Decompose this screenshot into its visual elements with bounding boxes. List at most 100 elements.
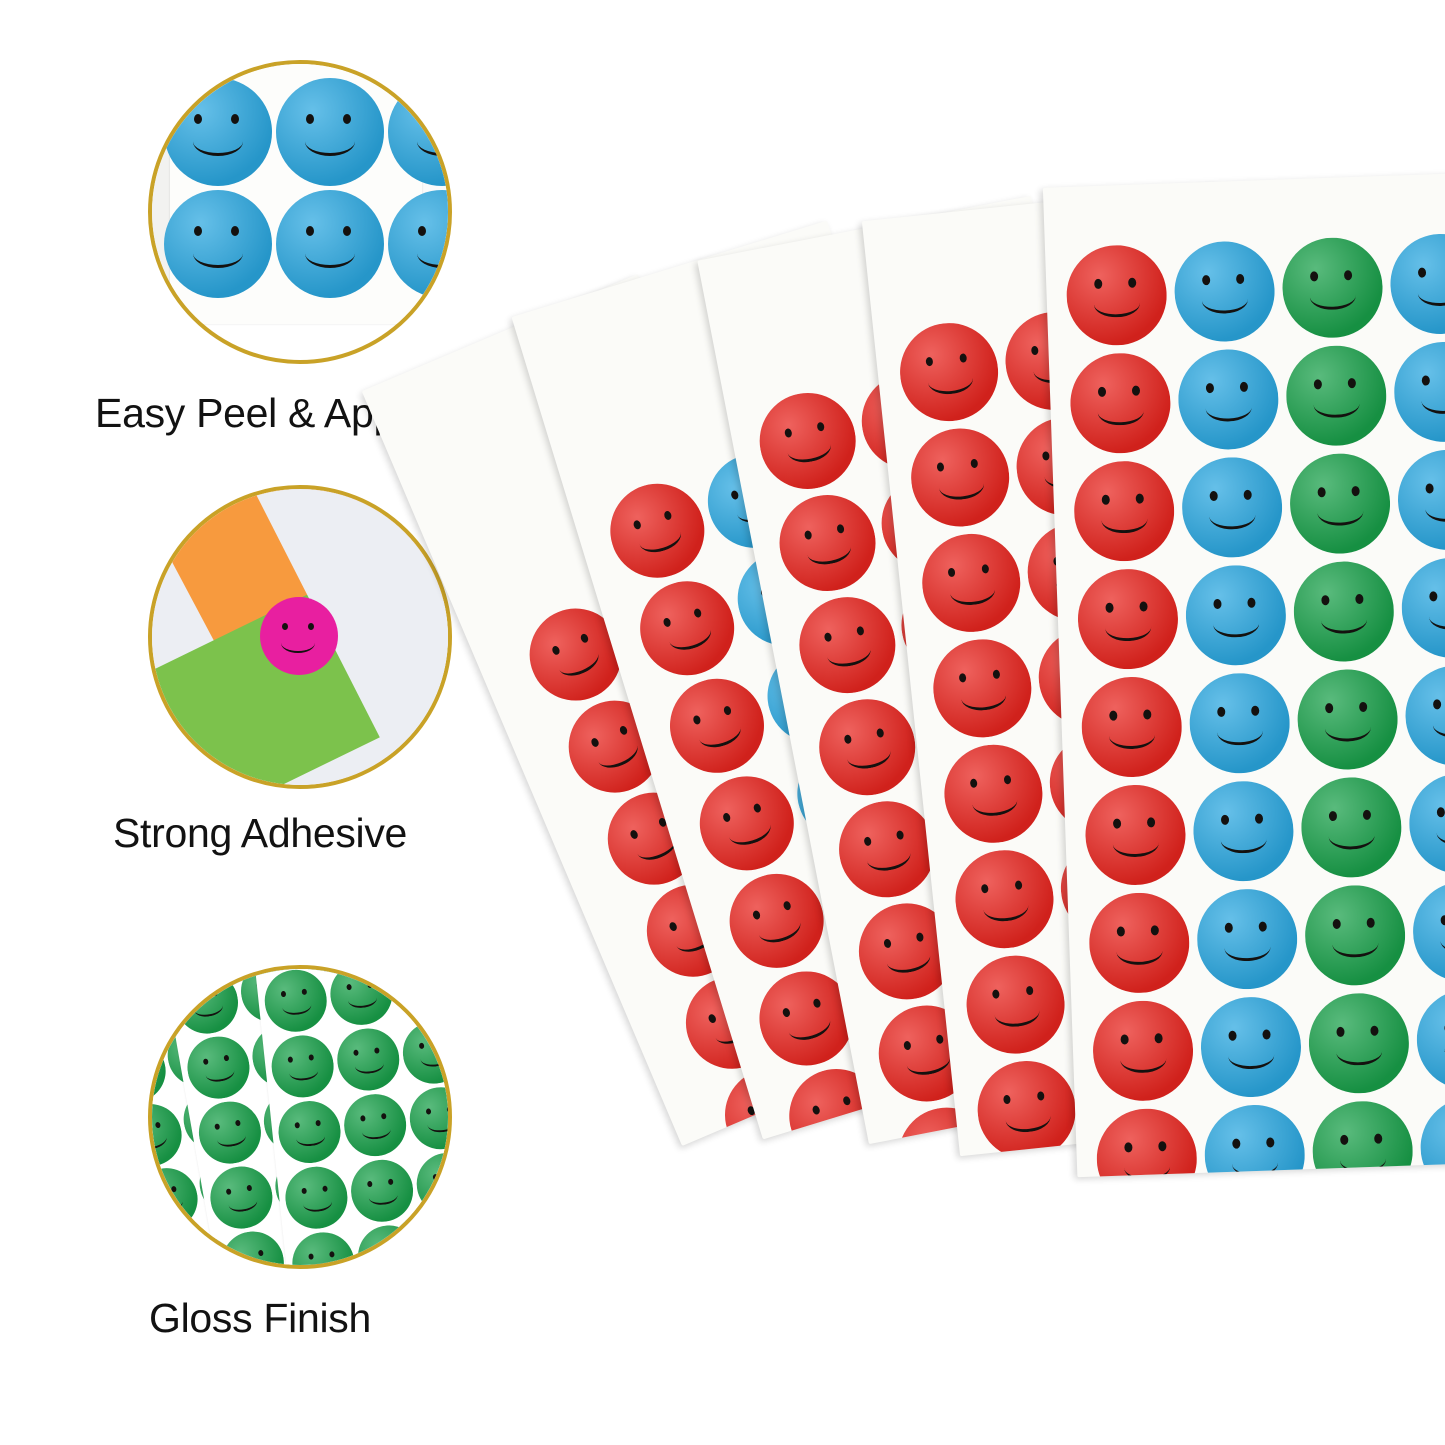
- smiley-eye-left: [863, 836, 872, 847]
- smiley-eye-right: [1235, 273, 1245, 285]
- smiley-eye-right: [1158, 1141, 1167, 1152]
- green-smiley-sticker: [1299, 775, 1404, 880]
- smiley-mouth: [288, 1061, 320, 1082]
- smiley-mouth: [937, 470, 986, 502]
- green-smiley-sticker: [341, 1091, 410, 1160]
- red-smiley-sticker: [1083, 783, 1188, 887]
- smiley-eye-right: [154, 1121, 162, 1129]
- smiley-eye-right: [970, 458, 979, 469]
- smiley-eye-left: [692, 714, 702, 726]
- feature-caption-gloss-finish: Gloss Finish: [149, 1295, 371, 1341]
- blue-smiley-sticker: [164, 190, 272, 298]
- smiley-eye-left: [1224, 922, 1233, 933]
- smiley-mouth: [193, 239, 243, 268]
- smiley-eye-left: [803, 530, 813, 541]
- smiley-mouth: [1339, 1145, 1387, 1175]
- smiley-eye-right: [231, 114, 239, 124]
- smiley-eye-left: [306, 226, 314, 236]
- smiley-mouth: [302, 1193, 333, 1214]
- blue-smiley-sticker: [1411, 879, 1445, 984]
- smiley-eye-left: [308, 1253, 314, 1260]
- smiley-eye-right: [1247, 597, 1256, 608]
- smiley-mouth: [1424, 494, 1445, 523]
- smiley-eye-left: [751, 909, 762, 921]
- green-smiley-sticker: [152, 1161, 205, 1237]
- smiley-eye-right: [1262, 1029, 1271, 1040]
- smiley-eye-left: [425, 1108, 432, 1115]
- smiley-eye-right: [1154, 1033, 1163, 1044]
- green-smiley-sticker: [420, 1215, 448, 1265]
- smiley-mouth: [1093, 289, 1141, 319]
- smiley-mouth: [804, 533, 854, 568]
- smiley-mouth: [554, 641, 603, 682]
- smiley-eye-left: [1124, 1142, 1133, 1153]
- smiley-mouth: [305, 127, 355, 156]
- red-smiley-sticker: [688, 764, 806, 883]
- smiley-eye-right: [1139, 601, 1148, 612]
- smiley-mouth: [417, 239, 448, 268]
- smiley-eye-right: [959, 353, 968, 363]
- smiley-eye-right: [1351, 485, 1360, 497]
- smiley-mouth: [152, 1128, 169, 1153]
- red-smiley-sticker: [1076, 567, 1180, 671]
- green-smiley-sticker: [354, 1222, 424, 1265]
- feature-thumbnail-easy-peel: [148, 60, 452, 364]
- blue-smiley-sticker: [276, 190, 384, 298]
- smiley-eye-right: [367, 981, 373, 989]
- smiley-mouth: [982, 891, 1030, 924]
- smiley-mouth: [814, 1104, 864, 1140]
- red-smiley-sticker: [1087, 891, 1191, 995]
- smiley-eye-left: [1097, 386, 1107, 398]
- smiley-mouth: [1224, 933, 1271, 962]
- feature-column: Easy Peel & Apply Strong Adhesive Gloss …: [0, 0, 520, 1445]
- smiley-eye-right: [1128, 277, 1137, 288]
- smiley-eye-left: [1440, 915, 1445, 926]
- smiley-eye-left: [668, 921, 679, 933]
- smiley-eye-left: [1094, 278, 1103, 290]
- sticker-sheet-fan: [361, 172, 1445, 1320]
- red-smiley-sticker: [771, 486, 884, 600]
- smiley-eye-left: [237, 1253, 244, 1261]
- smiley-eye-right: [301, 988, 308, 996]
- sticker-sheet: [1042, 172, 1445, 1178]
- smiley-mouth: [295, 1127, 326, 1148]
- smiley-eye-right: [211, 989, 218, 997]
- smiley-eye-right: [663, 510, 673, 521]
- blue-smiley-sticker: [1180, 455, 1284, 560]
- smiley-eye-right: [856, 625, 865, 636]
- smiley-eye-left: [811, 1104, 821, 1116]
- smiley-eye-right: [1355, 593, 1364, 605]
- smiley-mouth: [1324, 713, 1372, 743]
- red-smiley-sticker: [1072, 459, 1176, 563]
- blue-smiley-sticker: [1176, 347, 1281, 452]
- red-smiley-sticker: [658, 667, 776, 785]
- smiley-eye-left: [411, 976, 418, 984]
- red-smiley-sticker: [1064, 243, 1169, 348]
- smiley-eye-left: [823, 632, 833, 643]
- smiley-mouth: [926, 364, 975, 397]
- smiley-mouth: [1205, 393, 1253, 423]
- red-smiley-sticker: [628, 569, 746, 687]
- blue-smiley-sticker: [388, 190, 448, 298]
- smiley-eye-right: [836, 523, 845, 534]
- smiley-mouth: [1432, 709, 1445, 739]
- green-smiley-sticker: [392, 969, 448, 1022]
- smiley-eye-left: [730, 489, 740, 501]
- green-smiley-sticker: [182, 1031, 255, 1104]
- smiley-eye-left: [301, 1187, 307, 1195]
- smiley-eye-left: [280, 990, 287, 998]
- green-smiley-sticker: [205, 1161, 278, 1234]
- smiley-eye-left: [1101, 494, 1110, 505]
- smiley-eye-left: [883, 938, 892, 949]
- smiley-mouth: [635, 519, 685, 557]
- smiley-mouth: [824, 636, 873, 670]
- smiley-mouth: [844, 738, 893, 773]
- smiley-eye-right: [234, 1119, 241, 1127]
- red-smiley-sticker: [950, 845, 1059, 954]
- red-smiley-sticker: [928, 634, 1037, 743]
- smiley-eye-left: [947, 567, 956, 578]
- smiley-eye-right: [246, 1184, 253, 1192]
- smiley-eye-left: [1041, 451, 1050, 461]
- green-smiley-sticker: [275, 1097, 344, 1167]
- smiley-eye-right: [1343, 270, 1353, 281]
